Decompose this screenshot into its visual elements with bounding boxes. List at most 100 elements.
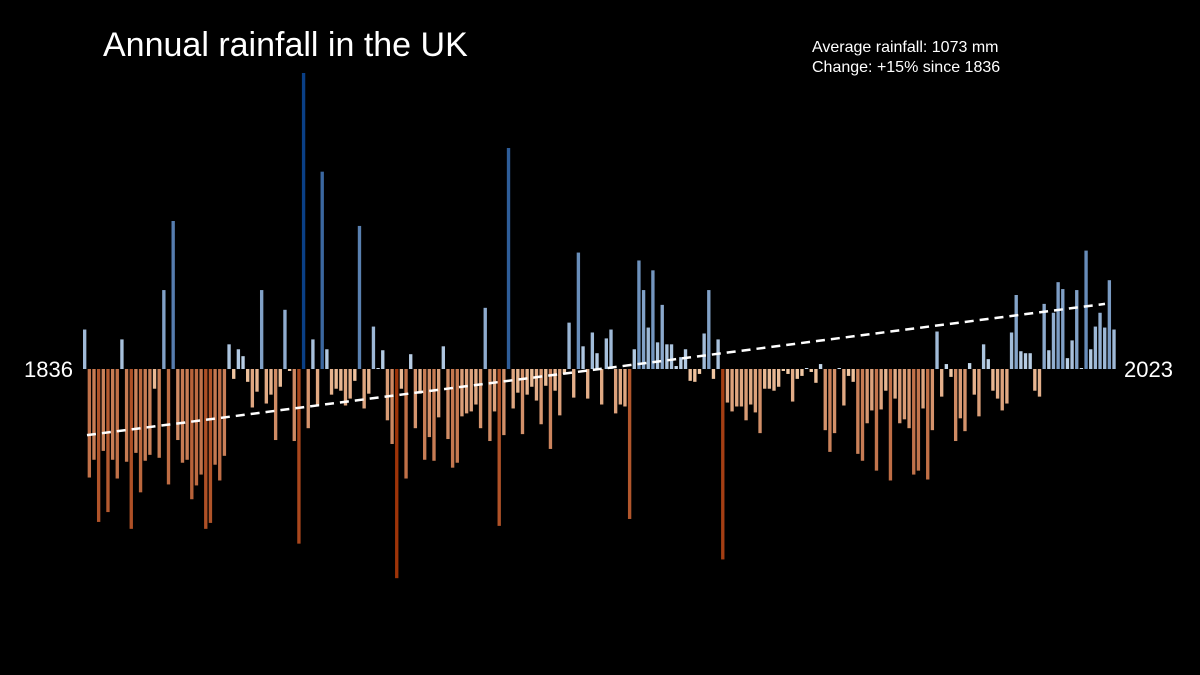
bar-1977	[739, 369, 744, 407]
bar-2019	[935, 331, 939, 369]
bar-1848	[138, 369, 143, 493]
bar-1867	[227, 344, 231, 369]
bar-1957	[646, 327, 650, 369]
bar-1924	[492, 369, 497, 412]
chart-annotations: Average rainfall: 1073 mm Change: +15% s…	[812, 38, 1000, 78]
bar-2011	[898, 369, 902, 424]
bar-1947	[600, 369, 604, 405]
bar-1884	[306, 369, 310, 429]
bar-2037	[1019, 351, 1023, 369]
bar-1875	[264, 369, 268, 404]
bar-1893	[348, 369, 352, 399]
bar-1863	[208, 369, 213, 523]
bar-1921	[478, 369, 483, 429]
bar-1968	[697, 369, 702, 374]
bar-1899	[376, 368, 380, 369]
bar-1886	[315, 369, 320, 406]
bar-2052	[1089, 349, 1093, 369]
bar-1841	[106, 369, 110, 513]
bar-1963	[674, 366, 678, 369]
bar-1920	[474, 369, 478, 405]
bar-2020	[940, 369, 944, 397]
bar-2016	[921, 369, 925, 409]
bar-1864	[213, 369, 217, 465]
bar-2024	[958, 369, 962, 419]
bar-1898	[371, 326, 376, 369]
bar-1837	[87, 369, 92, 478]
bar-2042	[1042, 303, 1046, 369]
bar-1962	[669, 344, 674, 369]
bar-1856	[176, 369, 180, 441]
bar-1935	[544, 369, 548, 386]
bar-1953	[627, 369, 632, 519]
bar-1946	[595, 353, 599, 369]
bars-group	[83, 73, 1116, 579]
bar-2054	[1098, 312, 1102, 369]
bar-1952	[623, 369, 627, 407]
bar-1931	[525, 369, 529, 395]
bar-1836	[83, 329, 87, 369]
bar-1927	[506, 147, 511, 369]
bar-1998	[837, 368, 841, 369]
bar-1934	[539, 369, 543, 425]
bar-1874	[259, 290, 264, 369]
bar-1986	[781, 369, 785, 371]
bar-1853	[162, 290, 166, 369]
bar-1932	[530, 369, 534, 387]
bar-2031	[991, 369, 995, 391]
bar-1857	[180, 369, 185, 463]
bar-2046	[1061, 289, 1065, 369]
bar-2038	[1023, 353, 1028, 369]
bar-1913	[441, 346, 445, 369]
bar-1917	[460, 369, 464, 417]
bar-2043	[1047, 350, 1051, 369]
bar-1951	[618, 369, 622, 405]
bar-1885	[311, 339, 315, 369]
bar-1975	[730, 369, 734, 412]
bar-1862	[204, 369, 208, 529]
bar-1839	[96, 369, 101, 522]
bar-1909	[423, 369, 427, 460]
bar-1880	[287, 369, 292, 371]
bar-1991	[804, 368, 809, 369]
bar-1890	[334, 369, 338, 389]
bar-2053	[1093, 326, 1098, 369]
bar-1914	[446, 369, 450, 440]
bar-1945	[590, 332, 595, 369]
bar-2051	[1084, 250, 1088, 369]
bar-1937	[553, 369, 557, 391]
bar-1980	[753, 369, 758, 413]
bar-1936	[548, 369, 553, 449]
bar-2050	[1079, 368, 1084, 369]
bar-2047	[1065, 358, 1070, 369]
bar-1930	[520, 369, 525, 435]
bar-1964	[679, 357, 683, 369]
bar-1929	[516, 369, 520, 393]
bar-1999	[842, 369, 846, 406]
bar-2045	[1056, 282, 1060, 369]
bar-1989	[795, 369, 799, 379]
bar-1997	[832, 369, 837, 434]
bar-1911	[432, 369, 436, 461]
bar-1915	[450, 369, 455, 468]
bar-2035	[1009, 332, 1014, 369]
bar-2027	[972, 369, 976, 395]
bar-1960	[660, 304, 664, 369]
bar-1923	[488, 369, 492, 442]
bar-1985	[776, 369, 781, 387]
bar-2018	[930, 369, 935, 431]
bar-1900	[381, 350, 385, 369]
bar-1907	[413, 369, 418, 429]
bar-1901	[385, 369, 390, 421]
bar-1851	[152, 369, 157, 389]
bar-1969	[702, 333, 706, 369]
bar-1872	[250, 369, 255, 408]
bar-1982	[763, 369, 767, 389]
bar-2014	[912, 369, 916, 475]
bar-2023	[953, 369, 958, 442]
bar-1895	[357, 225, 362, 369]
bar-1981	[758, 369, 762, 434]
bar-1877	[273, 369, 278, 441]
bar-2048	[1070, 340, 1074, 369]
